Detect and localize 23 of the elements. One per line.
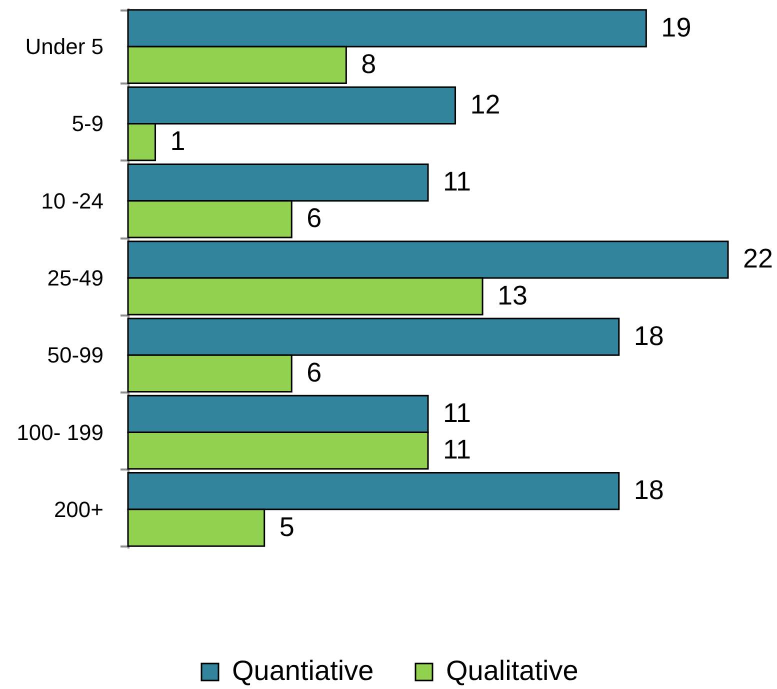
- data-label: 11: [443, 398, 472, 428]
- y-tick-label: 10 -24: [41, 188, 104, 214]
- y-tick-label: Under 5: [25, 34, 104, 60]
- data-label: 18: [634, 475, 664, 506]
- legend-label: Quantiative: [232, 655, 374, 686]
- data-label: 1: [170, 126, 186, 156]
- y-tick-label: 5-9: [72, 111, 104, 136]
- data-label: 8: [361, 48, 376, 79]
- data-label: 22: [743, 244, 774, 274]
- data-label: 12: [470, 89, 500, 120]
- data-label: 11: [443, 434, 472, 465]
- y-tick-label: 200+: [54, 496, 104, 522]
- data-label: 11: [443, 166, 472, 197]
- data-label: 18: [634, 320, 664, 351]
- y-tick-label: 100- 199: [16, 420, 104, 445]
- data-label: 13: [498, 280, 528, 310]
- data-label: 5: [279, 512, 294, 542]
- data-label: 6: [306, 357, 322, 388]
- legend-label: Qualitative: [446, 655, 578, 686]
- y-tick-label: 25-49: [47, 266, 104, 290]
- data-label: 6: [306, 203, 322, 234]
- y-tick-label: 50-99: [47, 342, 104, 368]
- data-label: 19: [661, 12, 692, 42]
